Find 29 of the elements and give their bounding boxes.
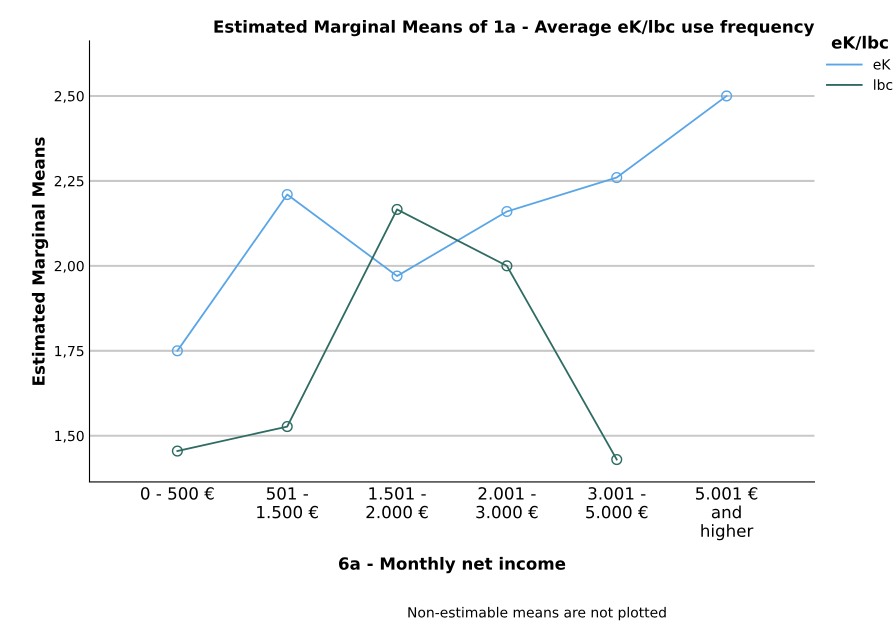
legend-label: eK [874, 59, 891, 70]
point [721, 90, 732, 102]
text: Non-estimable means are not plotted [408, 606, 666, 620]
point [392, 204, 403, 216]
x-axis-title: 6a - Monthly net income [339, 556, 566, 574]
y-tick-label: 1,75 [55, 346, 84, 358]
point [501, 260, 512, 272]
point [172, 345, 183, 356]
chart-title: Estimated Marginal Means of 1a - Average eK/lbc use frequency [214, 20, 814, 36]
point [501, 206, 512, 218]
point [611, 454, 622, 466]
y-tick-label: 2,25 [54, 176, 84, 188]
legend-title: eK/lbc [832, 36, 888, 50]
y-tick-label: 1,50 [55, 430, 84, 443]
x-tick-label: 3.001 - 5.000 € [586, 487, 648, 518]
point [282, 188, 293, 200]
x-tick-label: 2.001 - 3.000 € [476, 487, 538, 518]
x-tick-label: 0 - 500 € [141, 487, 214, 500]
y-tick-label: 2,50 [54, 90, 84, 103]
point [282, 421, 293, 432]
x-tick-label: 5.001 € and higher [696, 487, 758, 540]
x-tick-label: 1.501 - 2.000 € [366, 487, 428, 518]
legend-label: lbc [874, 79, 892, 90]
point [392, 270, 403, 282]
point [611, 172, 622, 184]
y-axis-title: Estimated Marginal Means [32, 137, 48, 385]
y-tick-label: 2,00 [54, 260, 84, 273]
point [172, 445, 183, 457]
x-tick-label: 501 - 1.500 € [257, 487, 318, 518]
